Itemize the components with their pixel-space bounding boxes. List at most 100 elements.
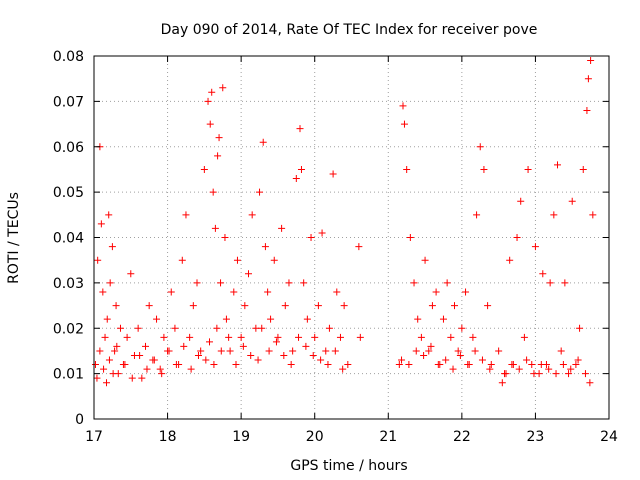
data-point bbox=[561, 279, 569, 287]
data-point bbox=[439, 315, 447, 323]
data-point bbox=[434, 361, 442, 369]
data-point bbox=[217, 279, 225, 287]
data-point bbox=[331, 347, 339, 355]
data-point bbox=[420, 351, 428, 359]
data-point bbox=[417, 333, 425, 341]
chart-title: Day 090 of 2014, Rate Of TEC Index for r… bbox=[161, 22, 538, 38]
data-point bbox=[568, 197, 576, 205]
data-point bbox=[272, 338, 280, 346]
data-point bbox=[576, 324, 584, 332]
data-point bbox=[252, 324, 260, 332]
x-tick-label: 24 bbox=[600, 429, 618, 445]
data-point bbox=[552, 370, 560, 378]
data-point bbox=[156, 365, 164, 373]
data-point bbox=[581, 370, 589, 378]
data-point bbox=[121, 361, 129, 369]
data-point bbox=[232, 361, 240, 369]
data-point bbox=[296, 125, 304, 133]
data-point bbox=[506, 256, 514, 264]
data-point bbox=[261, 243, 269, 251]
data-point bbox=[462, 288, 470, 296]
data-point bbox=[501, 370, 509, 378]
data-point bbox=[265, 347, 273, 355]
data-point bbox=[101, 333, 109, 341]
data-point bbox=[498, 379, 506, 387]
data-point bbox=[145, 302, 153, 310]
data-point bbox=[292, 175, 300, 183]
data-point bbox=[520, 333, 528, 341]
data-point bbox=[554, 161, 561, 169]
data-point bbox=[565, 370, 573, 378]
data-point bbox=[432, 288, 440, 296]
data-point bbox=[108, 243, 116, 251]
data-point bbox=[471, 347, 479, 355]
data-point bbox=[200, 165, 208, 173]
data-point bbox=[449, 365, 457, 373]
data-point bbox=[333, 288, 341, 296]
data-point bbox=[222, 315, 230, 323]
data-point bbox=[230, 288, 238, 296]
data-point bbox=[128, 374, 136, 382]
data-point bbox=[480, 165, 488, 173]
data-point bbox=[153, 315, 161, 323]
x-axis-label: GPS time / hours bbox=[290, 458, 407, 474]
data-point bbox=[237, 333, 245, 341]
data-point bbox=[303, 315, 311, 323]
data-point bbox=[225, 333, 233, 341]
data-point bbox=[311, 333, 319, 341]
data-point bbox=[245, 270, 252, 278]
y-tick-labels: 0 0.01 0.02 0.03 0.04 0.05 0.06 0.07 0.08 bbox=[53, 49, 84, 428]
data-point bbox=[339, 365, 347, 373]
data-point bbox=[583, 106, 591, 114]
data-point bbox=[398, 356, 406, 364]
data-point bbox=[329, 170, 337, 178]
data-point bbox=[336, 333, 344, 341]
data-point bbox=[285, 279, 293, 287]
data-point bbox=[165, 347, 173, 355]
data-point bbox=[289, 347, 297, 355]
data-point bbox=[395, 361, 403, 369]
data-point bbox=[91, 361, 99, 369]
data-point bbox=[508, 361, 516, 369]
grid-lines bbox=[94, 56, 609, 419]
data-point bbox=[219, 84, 227, 92]
data-point bbox=[537, 361, 545, 369]
data-point bbox=[550, 211, 558, 219]
data-point bbox=[484, 302, 492, 310]
data-point bbox=[280, 351, 288, 359]
data-point bbox=[559, 361, 567, 369]
y-tick-label: 0.08 bbox=[53, 49, 84, 65]
data-point bbox=[211, 224, 219, 232]
data-point bbox=[112, 302, 120, 310]
data-point bbox=[405, 361, 413, 369]
data-point bbox=[93, 374, 101, 382]
data-point bbox=[297, 165, 305, 173]
data-point bbox=[270, 256, 278, 264]
data-point bbox=[182, 211, 190, 219]
data-point bbox=[579, 165, 587, 173]
data-point bbox=[197, 347, 205, 355]
data-point bbox=[406, 234, 414, 241]
data-point bbox=[356, 333, 364, 341]
data-point bbox=[233, 256, 241, 264]
data-point bbox=[495, 347, 503, 355]
x-tick-label: 21 bbox=[379, 429, 397, 445]
data-point bbox=[355, 243, 363, 251]
y-tick-label: 0.07 bbox=[53, 94, 84, 110]
data-point bbox=[586, 379, 594, 387]
data-point bbox=[259, 138, 267, 146]
y-tick-label: 0.03 bbox=[53, 276, 84, 292]
data-point bbox=[106, 279, 114, 287]
data-point bbox=[278, 224, 286, 232]
x-tick-label: 18 bbox=[159, 429, 177, 445]
data-point bbox=[530, 370, 538, 378]
data-point bbox=[193, 279, 201, 287]
data-point bbox=[204, 97, 212, 105]
data-point bbox=[189, 302, 197, 310]
axis-ticks bbox=[93, 55, 610, 420]
data-point bbox=[206, 338, 214, 346]
data-point bbox=[399, 102, 407, 110]
data-point bbox=[264, 288, 272, 296]
data-point bbox=[314, 302, 322, 310]
data-point bbox=[515, 365, 523, 373]
